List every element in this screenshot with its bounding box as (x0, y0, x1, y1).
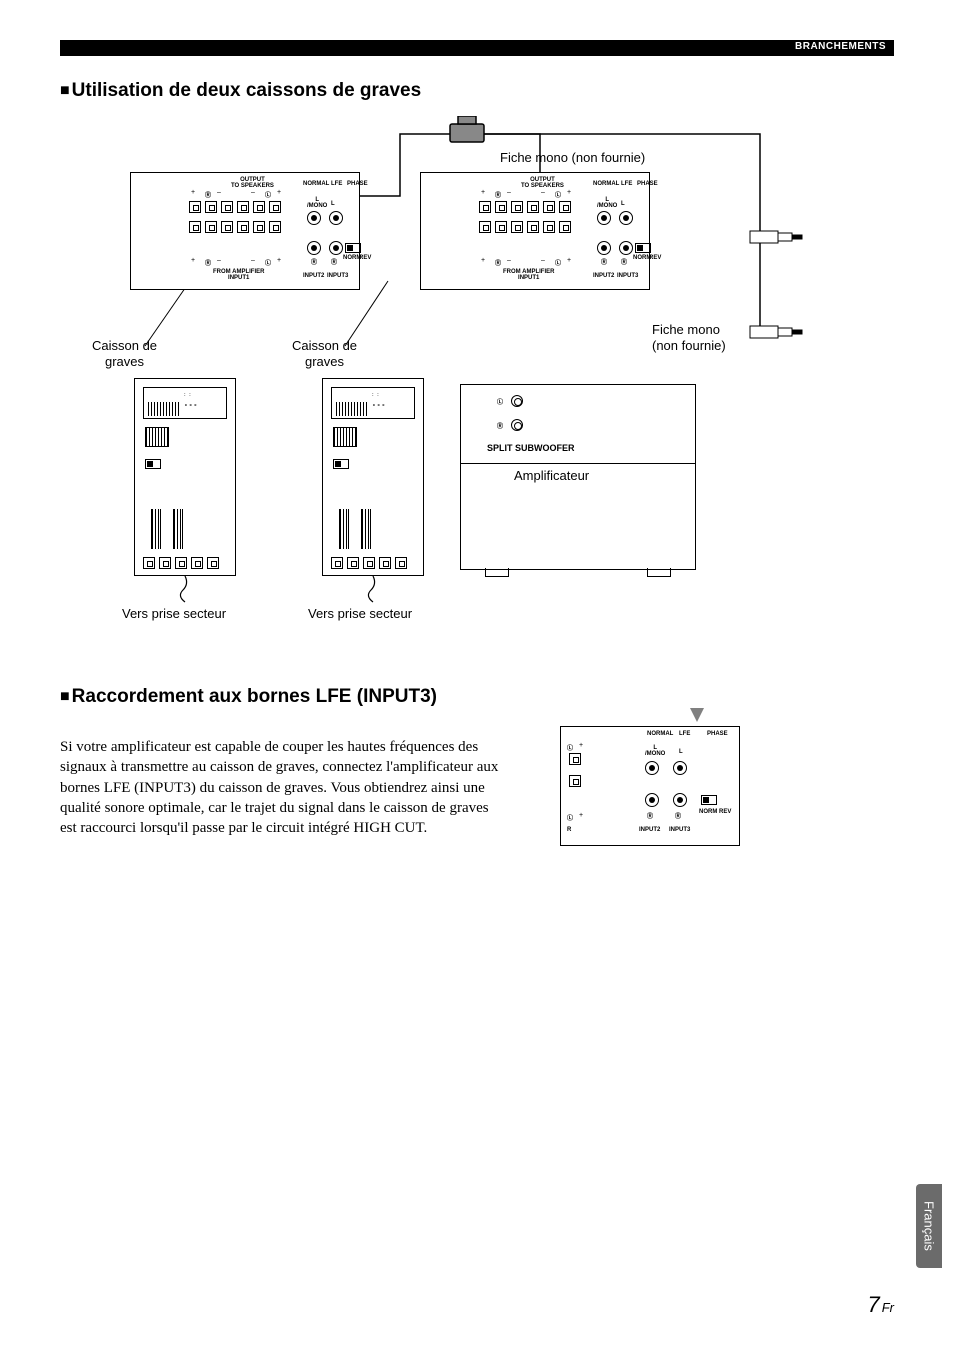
section2-content: Si votre amplificateur est capable de co… (60, 722, 894, 856)
diagram-two-subwoofers: Fiche mono (non fournie) Fiche mono (non… (60, 116, 894, 666)
label-output-speakers: OUTPUT TO SPEAKERS (231, 177, 274, 189)
page-number-lang: Fr (882, 1300, 894, 1315)
label-lmono: L /MONO (307, 197, 327, 209)
label-amplificateur: Amplificateur (514, 468, 589, 484)
rear-panel-right: OUTPUT TO SPEAKERS NORMAL LFE PHASE + Ⓡ … (420, 172, 650, 290)
label-split-subwoofer: SPLIT SUBWOOFER (487, 443, 575, 453)
section2-body: Si votre amplificateur est capable de co… (60, 737, 500, 838)
rca-input2-r (307, 241, 321, 255)
phase-switch (345, 243, 361, 253)
label-lfe-l: LFE (331, 181, 342, 187)
label-from-amp: FROM AMPLIFIER INPUT1 (213, 269, 264, 281)
header-bar: BRANCHEMENTS (60, 40, 894, 56)
label-fiche-mono-right: Fiche mono (non fournie) (652, 322, 726, 355)
subwoofer-right: : : ∘∘∘ (322, 378, 424, 576)
label-fiche-mono-top: Fiche mono (non fournie) (500, 150, 645, 166)
label-vers-prise-1: Vers prise secteur (122, 606, 226, 622)
language-tab: Français (916, 1184, 942, 1268)
rca-input3-l (329, 211, 343, 225)
rear-panel-left: OUTPUT TO SPEAKERS NORMAL LFE PHASE + Ⓡ … (130, 172, 360, 290)
label-caisson-1: Caisson de graves (92, 338, 157, 371)
label-normal-l: NORMAL (303, 181, 329, 187)
section1-title: Utilisation de deux caissons de graves (72, 80, 422, 101)
heading-marker-2: ■ (60, 688, 70, 705)
label-vers-prise-2: Vers prise secteur (308, 606, 412, 622)
section1-heading: ■Utilisation de deux caissons de graves (60, 80, 894, 102)
label-input3: INPUT3 (327, 273, 348, 279)
binding-row-2 (189, 221, 281, 233)
header-section-label: BRANCHEMENTS (795, 41, 886, 52)
rca-input3-r (329, 241, 343, 255)
subwoofer-left: : : ∘∘∘ (134, 378, 236, 576)
binding-row-1 (189, 201, 281, 213)
label-caisson-2: Caisson de graves (292, 338, 357, 371)
section2-title: Raccordement aux bornes LFE (INPUT3) (72, 686, 437, 707)
heading-marker: ■ (60, 82, 70, 99)
rca-input2-l (307, 211, 321, 225)
label-rev: REV (359, 255, 371, 261)
mini-panel-lfe: NORMAL LFE PHASE Ⓛ + L /MONO L Ⓡ Ⓡ NORM … (560, 726, 740, 856)
label-phase-l: PHASE (347, 181, 368, 187)
section2-heading: ■Raccordement aux bornes LFE (INPUT3) (60, 686, 894, 708)
page-number-digit: 7 (867, 1292, 879, 1317)
pol-minus: – (217, 189, 221, 196)
lfe-arrow-icon (690, 708, 704, 722)
page-number: 7Fr (867, 1292, 894, 1318)
pol-plus: + (191, 189, 195, 196)
label-input2: INPUT2 (303, 273, 324, 279)
